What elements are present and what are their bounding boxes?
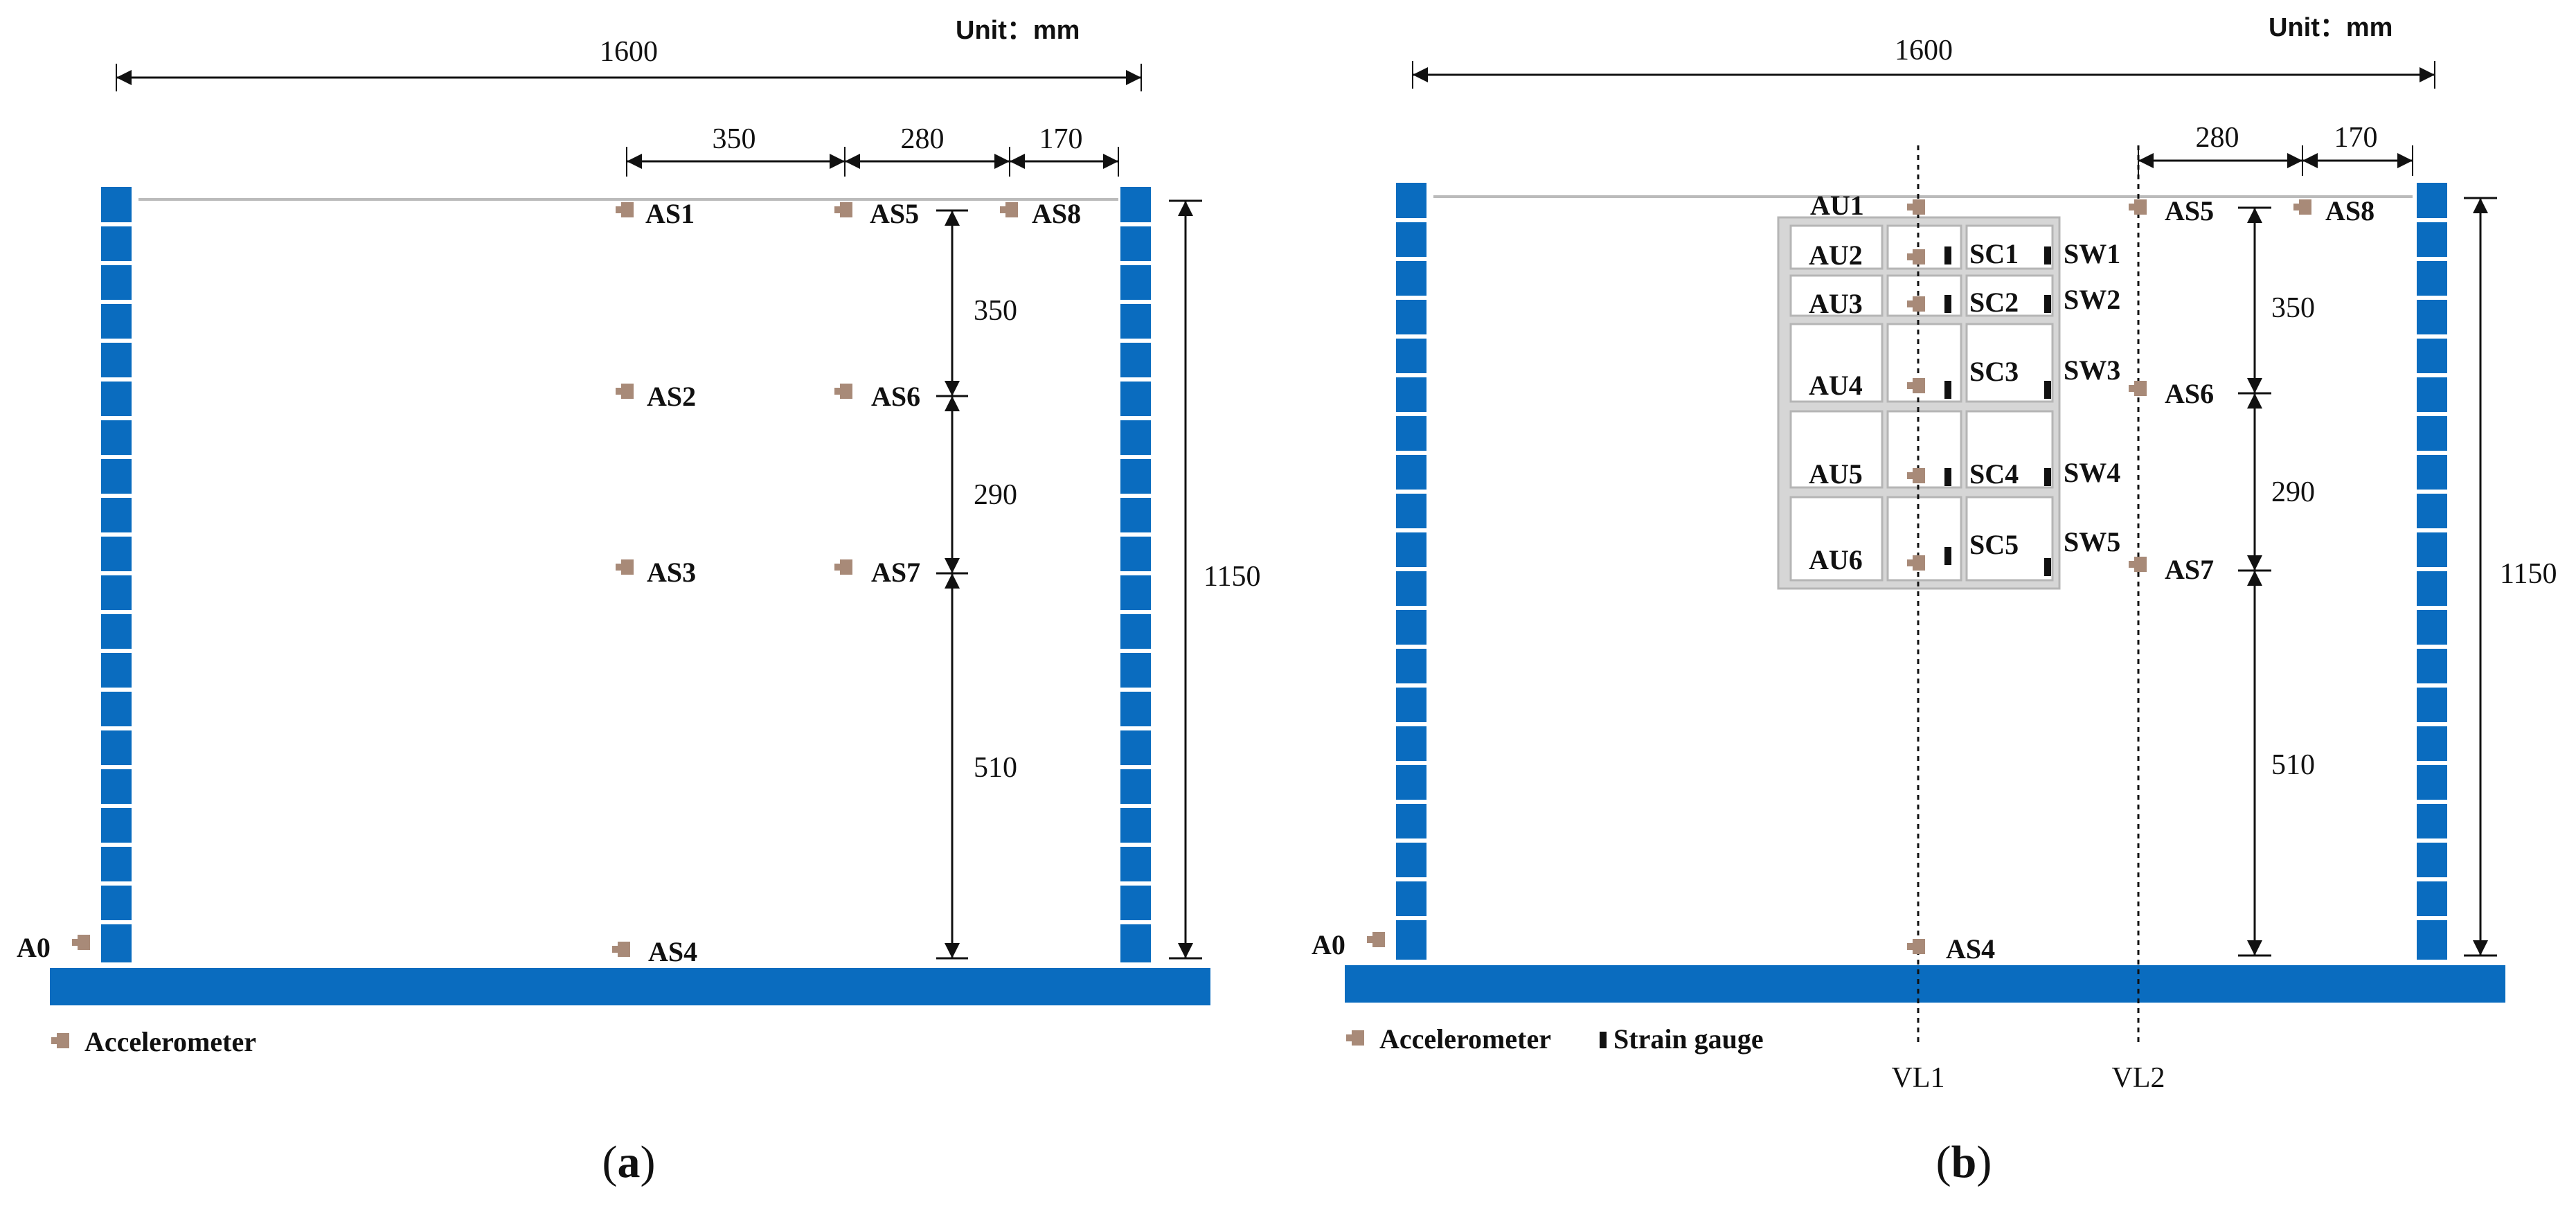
label-au4: AU4 — [1809, 370, 1863, 401]
legend-accelerometer-icon-a — [51, 1033, 69, 1048]
dimension-v510-b: 510 — [2271, 749, 2315, 781]
unit-label-b: Unit：mm — [2269, 13, 2392, 42]
dimension-1150-b: 1150 — [2500, 558, 2557, 590]
label-as7-a: AS7 — [871, 557, 920, 588]
label-as8-a: AS8 — [1032, 198, 1081, 229]
dimension-350-top-a: 350 — [713, 123, 756, 155]
strain-gauge-icon-sw4 — [2044, 468, 2051, 486]
label-sw1: SW1 — [2064, 238, 2120, 269]
strain-gauge-icon-sc4 — [1944, 468, 1951, 486]
shake-table-base-a — [50, 968, 1210, 1005]
accelerometer-icon-as7-b — [2129, 557, 2147, 572]
accelerometer-icon-as4-b — [1907, 939, 1925, 954]
left-column-b — [1396, 183, 1426, 960]
label-au5: AU5 — [1809, 458, 1863, 490]
accelerometer-icon-as6-b — [2129, 381, 2147, 396]
panel-a: Unit：mm 1600 350 280 170 — [17, 16, 1260, 1187]
accelerometer-icon-as1-a — [616, 202, 634, 217]
label-as4-b: AS4 — [1946, 933, 1995, 965]
panel-b: Unit：mm 1600 280 170 — [1312, 13, 2557, 1187]
label-as3-a: AS3 — [647, 557, 696, 588]
accelerometer-icon-as4-a — [612, 942, 630, 957]
label-sw3: SW3 — [2064, 355, 2120, 386]
dimension-1150-a: 1150 — [1204, 561, 1260, 593]
label-a0-b: A0 — [1312, 929, 1345, 960]
strain-gauge-icon-sc5 — [1944, 547, 1951, 565]
label-as4-a: AS4 — [648, 936, 697, 967]
dimension-v350-a: 350 — [974, 295, 1017, 327]
label-a0-a: A0 — [17, 932, 51, 963]
label-as8-b: AS8 — [2325, 195, 2374, 226]
label-sc5: SC5 — [1969, 529, 2019, 560]
legend-accelerometer-icon-b — [1346, 1030, 1364, 1046]
label-vl1: VL1 — [1892, 1062, 1945, 1094]
label-as7-b: AS7 — [2165, 554, 2214, 585]
accelerometer-icon-as8-a — [1000, 202, 1018, 217]
label-sc1: SC1 — [1969, 238, 2019, 269]
tunnel-structure-b — [1777, 216, 2061, 590]
dimension-v290-b: 290 — [2271, 476, 2315, 508]
label-as2-a: AS2 — [647, 381, 696, 412]
dimension-v350-b: 350 — [2271, 292, 2315, 324]
caption-b: (b) — [1936, 1137, 1992, 1187]
accelerometer-icon-as8-b — [2293, 199, 2311, 215]
strain-gauge-icon-sc3 — [1944, 381, 1951, 399]
strain-gauge-icon-sw2 — [2044, 295, 2051, 313]
legend-accelerometer-label-a: Accelerometer — [84, 1026, 256, 1057]
dimension-v290-a: 290 — [974, 479, 1017, 511]
accelerometer-icon-a0-a — [72, 935, 90, 950]
label-as6-a: AS6 — [871, 381, 920, 412]
legend-strain-gauge-label-b: Strain gauge — [1613, 1023, 1764, 1055]
label-sc4: SC4 — [1969, 458, 2019, 490]
label-as1-a: AS1 — [645, 198, 695, 229]
legend-accelerometer-label-b: Accelerometer — [1379, 1023, 1551, 1055]
label-as5-a: AS5 — [870, 198, 919, 229]
accelerometer-icon-as6-a — [834, 384, 852, 399]
dimension-170-top-b: 170 — [2334, 122, 2378, 154]
accelerometer-icon-au1 — [1907, 199, 1925, 215]
strain-gauge-icon-sw5 — [2044, 558, 2051, 576]
dimension-1600-a: 1600 — [600, 36, 658, 68]
shake-table-base-b — [1345, 965, 2505, 1003]
label-as6-b: AS6 — [2165, 378, 2214, 409]
label-au3: AU3 — [1809, 288, 1863, 319]
accelerometer-icon-as5-b — [2129, 199, 2147, 215]
dimension-1600-b: 1600 — [1895, 35, 1953, 66]
accelerometer-icon-as7-a — [834, 559, 852, 575]
label-sw5: SW5 — [2064, 526, 2120, 557]
caption-a: (a) — [602, 1137, 656, 1187]
dimension-280-top-a: 280 — [901, 123, 945, 155]
label-vl2: VL2 — [2112, 1062, 2165, 1094]
strain-gauge-icon-sw1 — [2044, 246, 2051, 264]
accelerometer-icon-as2-a — [616, 384, 634, 399]
strain-gauge-icon-sw3 — [2044, 381, 2051, 399]
left-column-a — [101, 187, 132, 962]
label-sw2: SW2 — [2064, 284, 2120, 315]
legend-strain-gauge-icon-b — [1600, 1032, 1607, 1048]
accelerometer-icon-a0-b — [1367, 932, 1385, 947]
label-as5-b: AS5 — [2165, 195, 2214, 226]
dimension-170-top-a: 170 — [1039, 123, 1083, 155]
right-column-b — [2417, 183, 2447, 960]
label-sw4: SW4 — [2064, 457, 2120, 488]
label-sc2: SC2 — [1969, 287, 2019, 318]
strain-gauge-icon-sc1 — [1944, 246, 1951, 264]
accelerometer-icon-as5-a — [834, 202, 852, 217]
unit-label-a: Unit：mm — [956, 16, 1080, 45]
label-au6: AU6 — [1809, 544, 1863, 575]
strain-gauge-icon-sc2 — [1944, 295, 1951, 313]
label-au2: AU2 — [1809, 240, 1863, 271]
accelerometer-icon-as3-a — [616, 559, 634, 575]
dimension-v510-a: 510 — [974, 752, 1017, 784]
dimension-280-top-b: 280 — [2196, 122, 2239, 154]
label-au1: AU1 — [1810, 190, 1864, 221]
label-sc3: SC3 — [1969, 356, 2019, 387]
right-column-a — [1120, 187, 1151, 962]
